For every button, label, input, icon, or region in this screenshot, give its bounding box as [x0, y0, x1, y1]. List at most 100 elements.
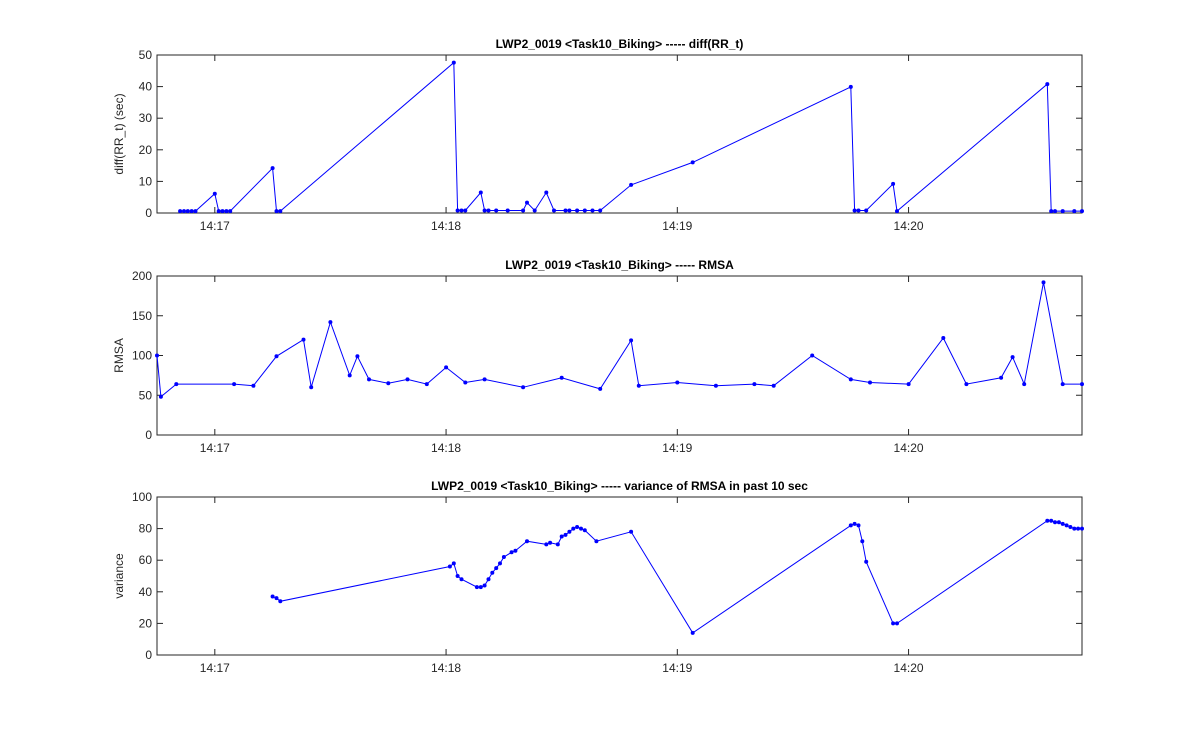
variance-data-point [571, 526, 576, 531]
rmsa-data-point [629, 338, 634, 343]
diff-rr-y-tick-label: 10 [139, 174, 153, 188]
rmsa-data-point [848, 377, 853, 382]
rmsa-data-point [367, 377, 371, 382]
variance-data-point [895, 621, 899, 626]
variance-data-point [544, 542, 549, 547]
variance-data-point [1076, 526, 1081, 531]
diff-rr-data-point [193, 209, 198, 214]
diff-rr-data-point [212, 191, 217, 196]
diff-rr-data-point [216, 209, 221, 214]
variance-data-point [278, 599, 283, 604]
diff-rr-data-point [478, 190, 483, 195]
rmsa-chart: LWP2_0019 <Task10_Biking> ----- RMSA RMSA… [112, 258, 1084, 455]
rmsa-data-point [309, 385, 314, 390]
diff-rr-data-point [895, 209, 899, 214]
variance-data-point [1080, 526, 1084, 531]
variance-data-point [856, 523, 861, 528]
variance-data-point [690, 630, 695, 635]
variance-data-point [494, 566, 499, 571]
rmsa-data-point [713, 383, 718, 388]
variance-data-point [459, 577, 464, 582]
diff-rr-axes-box [156, 54, 1083, 214]
diff-rr-data-point [575, 208, 580, 213]
diff-rr-chart-title: LWP2_0019 <Task10_Biking> ----- diff(RR_… [496, 37, 744, 51]
diff-rr-data-point [505, 208, 510, 213]
rmsa-data-point [868, 380, 872, 385]
variance-y-tick-label: 60 [139, 553, 153, 567]
variance-data-point [567, 529, 572, 534]
rmsa-data-point [355, 354, 360, 359]
rmsa-data-point [301, 337, 306, 342]
variance-x-tick-label: 14:17 [200, 661, 230, 675]
variance-chart-title: LWP2_0019 <Task10_Biking> ----- variance… [431, 479, 808, 493]
diff-rr-data-point [590, 208, 595, 213]
diff-rr-data-point [482, 208, 487, 213]
rmsa-data-point [675, 380, 680, 385]
rmsa-y-axis-label: RMSA [112, 338, 126, 373]
variance-data-point [509, 550, 514, 555]
variance-y-tick-label: 0 [145, 648, 152, 662]
diff-rr-data-point [563, 208, 568, 213]
variance-data-point [563, 532, 568, 537]
diff-rr-data-point [552, 208, 556, 213]
diff-rr-data-point [848, 84, 853, 89]
variance-data-point [548, 540, 553, 545]
diff-rr-data-point [1080, 209, 1084, 214]
variance-data-point [482, 583, 487, 588]
variance-data-point [455, 574, 460, 578]
diff-rr-data-point [891, 181, 896, 186]
diff-rr-x-tick-label: 14:17 [200, 219, 230, 233]
variance-axes-box [156, 496, 1083, 656]
rmsa-chart-title: LWP2_0019 <Task10_Biking> ----- RMSA [505, 258, 734, 272]
rmsa-axes-box [156, 275, 1083, 436]
diff-rr-data-point [544, 190, 549, 195]
diff-rr-y-tick-label: 40 [139, 80, 153, 94]
rmsa-data-point [158, 394, 163, 399]
rmsa-data-point [598, 386, 603, 391]
rmsa-x-tick-label: 14:20 [894, 441, 924, 455]
variance-data-point [1060, 521, 1065, 526]
rmsa-data-point [1010, 355, 1015, 360]
rmsa-data-point [174, 382, 179, 387]
diff-rr-data-point [185, 209, 190, 214]
rmsa-data-point [906, 382, 911, 387]
variance-y-tick-label: 100 [132, 490, 152, 504]
variance-data-point [864, 559, 869, 564]
diff-rr-y-tick-label: 30 [139, 111, 153, 125]
variance-data-point [274, 596, 279, 601]
diff-rr-data-point [274, 209, 279, 214]
variance-data-point [478, 585, 483, 590]
diff-rr-y-tick-label: 50 [139, 48, 153, 62]
variance-data-point [1056, 520, 1061, 525]
variance-x-tick-label: 14:18 [431, 661, 461, 675]
rmsa-data-point [1060, 382, 1065, 387]
rmsa-data-point [810, 353, 815, 358]
rmsa-data-point [771, 383, 776, 388]
diff-rr-data-point [1072, 209, 1077, 214]
diff-rr-data-point [224, 209, 229, 214]
variance-data-point [447, 564, 452, 569]
diff-rr-data-point [182, 209, 186, 214]
variance-data-point [451, 561, 456, 566]
rmsa-data-point [1022, 382, 1027, 387]
diff-rr-data-point [864, 208, 869, 213]
diff-rr-data-point [270, 166, 275, 171]
variance-data-point [629, 529, 634, 534]
diff-rr-data-point [486, 208, 491, 213]
diff-rr-y-axis-label: diff(RR_t) (sec) [112, 93, 126, 174]
diff-rr-data-point [521, 208, 526, 213]
rmsa-data-point [424, 382, 429, 387]
diff-rr-y-tick-label: 20 [139, 143, 153, 157]
rmsa-x-tick-label: 14:17 [200, 441, 230, 455]
rmsa-x-tick-label: 14:19 [662, 441, 692, 455]
variance-data-point [1049, 518, 1054, 523]
rmsa-y-tick-label: 150 [132, 309, 152, 323]
diff-rr-x-tick-label: 14:19 [662, 219, 692, 233]
rmsa-data-point [752, 382, 757, 387]
variance-y-axis-label: variance [112, 553, 126, 599]
variance-data-point [559, 534, 564, 539]
diff-rr-data-point [228, 209, 233, 214]
variance-data-point [555, 542, 560, 547]
diff-rr-data-point [532, 208, 537, 213]
